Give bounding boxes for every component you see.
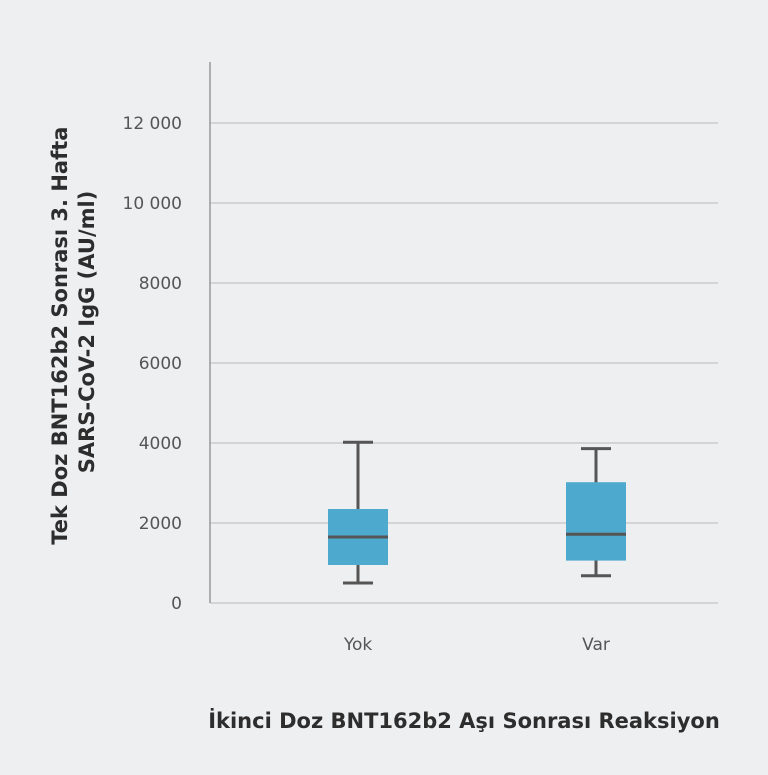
y-tick-label: 0 bbox=[171, 594, 182, 614]
y-tick-label: 6000 bbox=[139, 354, 182, 374]
box-var bbox=[566, 447, 626, 578]
y-axis-title-line-2: SARS-CoV-2 IgG (AU/ml) bbox=[75, 191, 99, 474]
y-tick-label: 8000 bbox=[139, 274, 182, 294]
y-tick-label: 10 000 bbox=[123, 194, 182, 214]
y-axis-title-line-1: Tek Doz BNT162b2 Sonrası 3. Hafta bbox=[48, 127, 72, 545]
grid-lines bbox=[210, 122, 718, 604]
iqr-box bbox=[566, 482, 626, 561]
x-tick-labels: Yok Var bbox=[343, 635, 610, 655]
box-series bbox=[328, 440, 626, 585]
y-axis-title: Tek Doz BNT162b2 Sonrası 3. Hafta SARS-C… bbox=[48, 119, 99, 545]
x-tick-label: Yok bbox=[343, 635, 373, 655]
y-tick-label: 4000 bbox=[139, 434, 182, 454]
y-tick-labels: 0 2000 4000 6000 8000 10 000 12 000 bbox=[123, 114, 182, 614]
x-axis-title: İkinci Doz BNT162b2 Aşı Sonrası Reaksiyo… bbox=[208, 708, 720, 733]
box-yok bbox=[328, 440, 388, 585]
y-tick-label: 2000 bbox=[139, 514, 182, 534]
y-tick-label: 12 000 bbox=[123, 114, 182, 134]
x-tick-label: Var bbox=[582, 635, 610, 655]
